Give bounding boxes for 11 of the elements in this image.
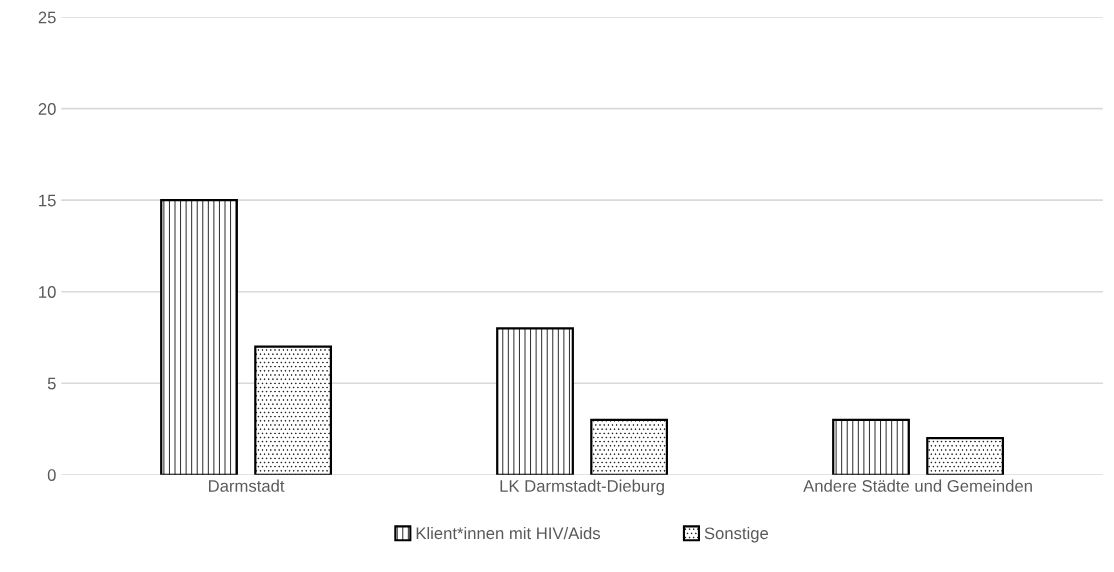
legend-label: Klient*innen mit HIV/Aids (416, 526, 601, 540)
y-tick-label: 10 (39, 286, 56, 298)
y-tick-label: 25 (38, 11, 56, 24)
legend-label: Sonstige (704, 526, 769, 543)
y-tick-label: 0 (47, 469, 56, 481)
x-tick-label: Andere Städte und Gemeinden (803, 479, 1032, 492)
x-tick-label: Darmstadt (209, 479, 285, 492)
y-tick-label: 15 (39, 194, 56, 207)
y-tick-label: 20 (38, 103, 56, 115)
x-tick-label: LK Darmstadt-Dieburg (500, 479, 664, 496)
y-tick-label: 5 (47, 377, 56, 390)
